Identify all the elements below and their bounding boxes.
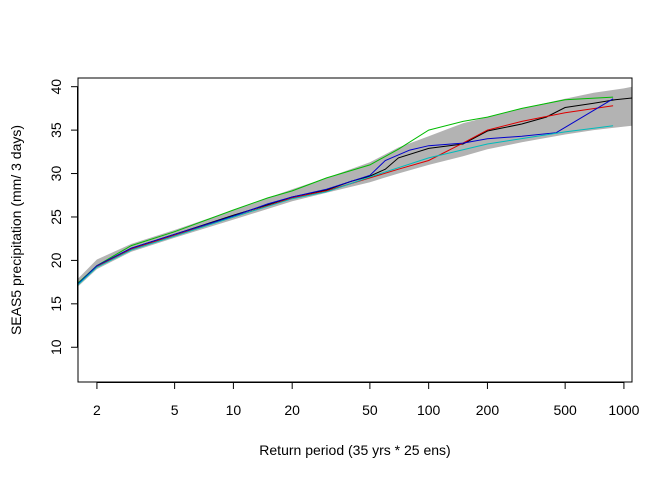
y-axis: 10 15 20 25 30 35 40 — [48, 79, 78, 355]
x-tick-label: 500 — [553, 402, 577, 418]
series-line-5 — [78, 125, 614, 286]
x-axis: 2 5 10 20 50 100 200 500 1000 — [93, 382, 640, 418]
x-tick-label: 50 — [362, 402, 378, 418]
y-tick-label: 40 — [48, 79, 64, 95]
y-tick-label: 15 — [48, 296, 64, 312]
uncertainty-band — [78, 86, 632, 287]
series-line-4 — [78, 98, 614, 285]
series-line-3 — [78, 96, 614, 284]
series-lines — [78, 96, 632, 286]
series-line-2 — [78, 105, 614, 285]
x-tick-label: 20 — [284, 402, 300, 418]
y-tick-label: 30 — [48, 166, 64, 182]
x-tick-label: 200 — [476, 402, 500, 418]
y-tick-label: 35 — [48, 122, 64, 138]
x-tick-label: 100 — [417, 402, 441, 418]
y-axis-label: SEAS5 precipitation (mm/ 3 days) — [8, 125, 24, 335]
x-tick-label: 10 — [226, 402, 242, 418]
y-tick-label: 20 — [48, 252, 64, 268]
y-tick-label: 25 — [48, 209, 64, 225]
y-tick-label: 10 — [48, 339, 64, 355]
x-axis-label: Return period (35 yrs * 25 ens) — [259, 442, 450, 458]
x-tick-label: 5 — [171, 402, 179, 418]
x-tick-label: 1000 — [608, 402, 639, 418]
x-tick-label: 2 — [93, 402, 101, 418]
ensemble-range-band — [78, 86, 632, 287]
